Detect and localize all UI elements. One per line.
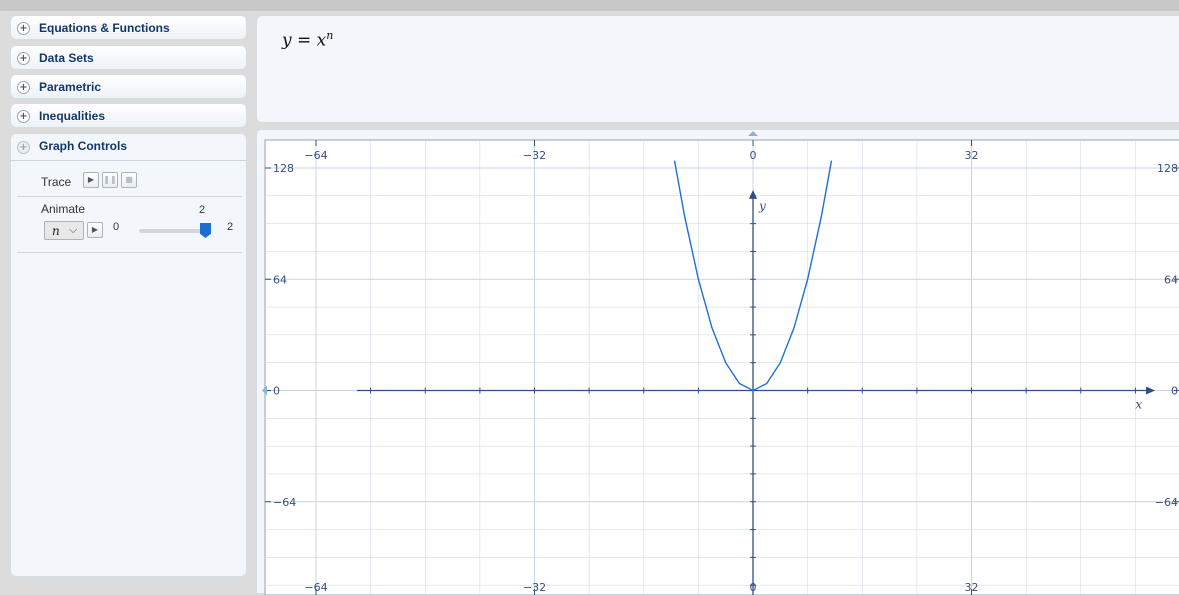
trace-play-button[interactable]: ▶: [83, 172, 99, 188]
slider-min-label: 0: [113, 221, 120, 233]
section-label: Graph Controls: [39, 139, 128, 153]
section-graph-controls[interactable]: + Graph Controls: [11, 134, 246, 161]
divider: [17, 196, 242, 197]
section-equations-functions[interactable]: + Equations & Functions: [10, 15, 247, 40]
y-tick-label-left: 0: [273, 385, 280, 398]
graph-panel[interactable]: −64−64−32−320032326464128128646400−64−64…: [256, 129, 1179, 595]
x-tick-label-bottom: −64: [304, 581, 327, 594]
collapse-left-icon: [262, 385, 267, 396]
pause-icon: ❚❚: [103, 175, 117, 184]
x-tick-label-bottom: 32: [965, 581, 979, 594]
y-tick-label-left: 128: [273, 162, 294, 175]
plot-area: [264, 139, 1179, 595]
window-top-strip: [0, 0, 1179, 11]
play-icon: ▶: [87, 175, 95, 184]
trace-label: Trace: [41, 175, 72, 189]
expand-plus-icon: +: [17, 110, 30, 123]
play-icon: ▶: [91, 225, 99, 234]
expand-plus-icon: +: [17, 22, 30, 35]
expand-plus-icon: +: [17, 52, 30, 65]
x-axis-arrow: [1146, 386, 1156, 395]
divider: [17, 252, 242, 253]
x-tick-label-bottom: 0: [750, 581, 757, 594]
section-label: Inequalities: [39, 109, 106, 123]
section-label: Parametric: [39, 80, 102, 94]
y-tick-label-right: −64: [1155, 496, 1178, 509]
graph-canvas[interactable]: −64−64−32−320032326464128128646400−64−64…: [257, 130, 1179, 595]
function-curve: [673, 160, 833, 392]
chevron-down-icon: ⌵: [69, 223, 78, 236]
y-tick-label-right: 0: [1171, 385, 1178, 398]
equation-display[interactable]: y = xn: [282, 29, 333, 51]
x-tick-label-bottom: −32: [523, 581, 546, 594]
y-axis-name: y: [758, 199, 766, 213]
expand-plus-icon: +: [17, 81, 30, 94]
section-parametric[interactable]: + Parametric: [10, 74, 247, 99]
section-inequalities[interactable]: + Inequalities: [10, 103, 247, 128]
y-axis-arrow: [749, 189, 758, 199]
slider-max-label: 2: [227, 221, 234, 233]
animate-label: Animate: [41, 202, 86, 216]
animate-variable-select[interactable]: n ⌵: [44, 221, 84, 240]
y-tick-label-left: 64: [273, 273, 287, 286]
expand-plus-icon: +: [17, 141, 30, 154]
x-tick-label-top: 0: [750, 149, 757, 162]
trace-stop-button[interactable]: ■: [121, 172, 137, 188]
equation-exponent: n: [326, 29, 334, 42]
x-tick-label-top: −32: [523, 149, 546, 162]
animate-slider-thumb[interactable]: [200, 223, 211, 238]
stop-icon: ■: [125, 175, 133, 184]
section-label: Data Sets: [39, 51, 94, 65]
y-tick-label-left: −64: [273, 496, 296, 509]
equation-lhs: y = x: [282, 30, 327, 51]
y-tick-label-right: 128: [1157, 162, 1178, 175]
trace-pause-button[interactable]: ❚❚: [102, 172, 118, 188]
equation-entry-area[interactable]: y = xn: [256, 15, 1179, 123]
section-label: Equations & Functions: [39, 21, 170, 35]
graph-controls-panel: + Graph Controls Trace ▶ ❚❚ ■ Animate n …: [10, 133, 247, 577]
y-tick-label-right: 64: [1164, 273, 1178, 286]
animate-slider-track[interactable]: [139, 229, 205, 233]
collapse-up-icon: [748, 131, 759, 136]
slider-value-label: 2: [199, 204, 206, 216]
x-tick-label-top: 32: [965, 149, 979, 162]
selected-variable: n: [52, 224, 60, 238]
animate-play-button[interactable]: ▶: [87, 222, 103, 238]
x-tick-label-top: −64: [304, 149, 327, 162]
section-data-sets[interactable]: + Data Sets: [10, 45, 247, 70]
x-axis-name: x: [1135, 398, 1142, 412]
